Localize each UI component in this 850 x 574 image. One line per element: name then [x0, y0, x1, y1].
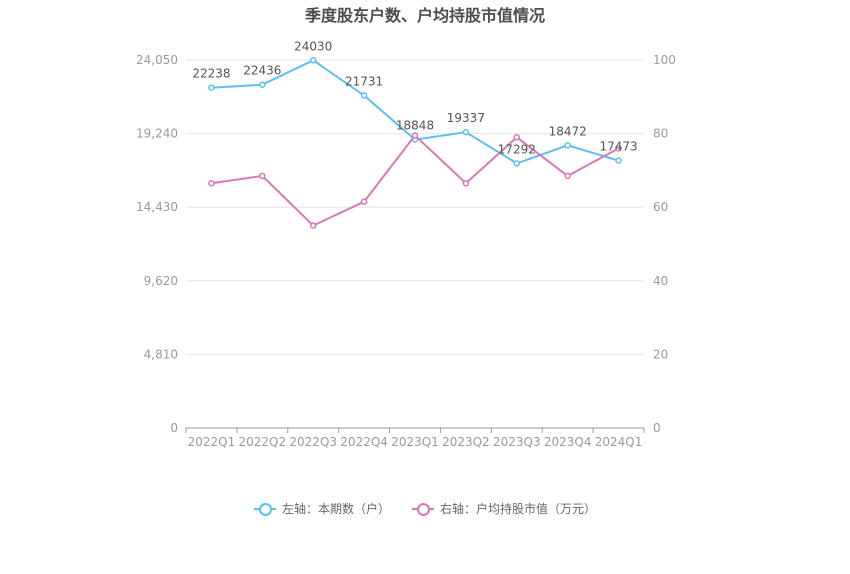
right-series-point — [615, 145, 622, 152]
right-axis-tick-label: 40 — [653, 274, 668, 288]
data-label: 22436 — [243, 64, 281, 78]
right-series-point — [564, 172, 571, 180]
right-axis-tick-label: 80 — [653, 127, 668, 141]
axes: 0 0 4,810 20 9,620 40 14,430 60 19,240 80 24,050 10… — [136, 53, 676, 449]
data-label: 22238 — [192, 67, 230, 81]
left-series-point — [360, 92, 368, 99]
left-axis-tick-label: 24,050 — [136, 53, 178, 67]
chart-title: 季度股东户数、户均持股市值情况 — [304, 6, 545, 25]
legend-item-right-series[interactable]: 右轴：户均持股市值（万元） — [412, 500, 596, 517]
right-series-point — [208, 180, 215, 187]
data-label: 17473 — [599, 140, 637, 154]
legend-label-left: 左轴：本期数（户） — [281, 502, 390, 516]
legend-item-left-series[interactable]: 左轴：本期数（户） — [253, 500, 390, 517]
right-series-point — [513, 134, 521, 141]
data-label: 24030 — [294, 39, 332, 53]
right-axis-tick-label: 20 — [653, 347, 668, 361]
left-series-point — [615, 157, 622, 164]
x-axis-tick-label: 2023Q1 — [391, 435, 439, 449]
x-axis-tick-label: 2023Q4 — [544, 435, 592, 449]
legend-swatch-right — [412, 502, 434, 516]
x-axis-tick-label: 2023Q3 — [493, 435, 541, 449]
left-axis-tick-label: 0 — [170, 421, 178, 435]
left-axis-tick-label: 19,240 — [136, 127, 178, 141]
right-series-point — [360, 198, 368, 205]
data-label: 21731 — [345, 74, 383, 88]
x-axis-tick-label: 2022Q1 — [188, 435, 236, 449]
right-axis-tick-label: 100 — [653, 53, 676, 67]
series-lines — [208, 57, 622, 229]
data-labels: 22238 22436 24030 21731 18848 19337 17292 18472… — [192, 39, 637, 156]
left-series-point — [462, 128, 470, 136]
left-series-point — [208, 84, 215, 91]
legend-swatch-left — [253, 502, 276, 516]
right-series-point — [259, 172, 266, 180]
grid-lines — [186, 59, 644, 355]
right-series-point — [309, 222, 317, 229]
x-axis-tick-label: 2022Q4 — [340, 435, 388, 449]
left-axis-tick-label: 14,430 — [136, 200, 178, 214]
right-series-point — [411, 132, 419, 139]
left-axis-tick-label: 4,810 — [144, 347, 178, 361]
right-axis-tick-label: 0 — [653, 421, 661, 435]
left-series-point — [259, 81, 266, 88]
x-axis-tick-label: 2022Q3 — [289, 435, 337, 449]
right-axis-tick-label: 60 — [653, 200, 668, 214]
left-series-point — [309, 57, 317, 64]
data-label: 18848 — [396, 119, 434, 133]
left-series-point — [513, 160, 521, 167]
left-series-point — [564, 142, 571, 149]
data-label: 19337 — [447, 111, 485, 125]
x-axis-tick-label: 2022Q2 — [239, 435, 287, 449]
data-label: 17292 — [498, 142, 536, 156]
legend: 左轴：本期数（户） 右轴：户均持股市值（万元） — [0, 500, 850, 517]
x-axis-tick-label: 2024Q1 — [595, 435, 643, 449]
data-label: 18472 — [549, 124, 587, 138]
right-series-point — [462, 180, 470, 187]
left-axis-tick-label: 9,620 — [144, 274, 178, 288]
x-axis-tick-label: 2023Q2 — [442, 435, 490, 449]
legend-label-right: 右轴：户均持股市值（万元） — [440, 502, 597, 516]
